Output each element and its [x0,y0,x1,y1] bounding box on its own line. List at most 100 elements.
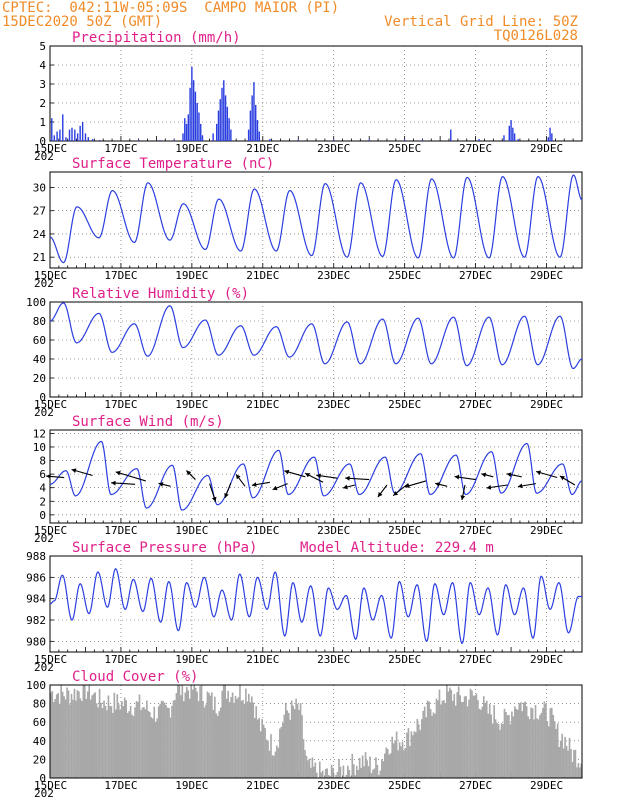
cloud-bar [270,734,272,778]
panel-rh: 0 20 40 60 80 100 15DEC 17DEC 19DEC 21DEC 23DEC 25D… [26,286,583,419]
cloud-bar [496,722,498,778]
cloud-bar [171,706,173,778]
cloud-bar [376,764,379,778]
precip-bar [98,140,101,141]
x-tick-label: 15DEC [34,269,67,282]
cloud-bar [76,690,79,778]
cloud-bar [243,703,246,778]
cloud-bar [67,690,70,778]
cloud-bar [292,705,294,778]
cloud-bar [423,706,426,778]
cloud-bar [147,710,150,778]
cloud-bar [332,767,334,778]
x-tick-label: 21DEC [246,269,279,282]
cloud-bar [516,709,519,778]
cloud-bar [245,688,247,778]
cloud-bar [276,745,278,778]
cloud-bar [542,707,544,778]
cloud-bar [370,773,373,778]
y-tick-label: 4 [39,59,46,72]
cloud-bar [577,763,580,778]
cloud-bar [437,700,439,778]
y-tick-label: 27 [33,205,46,218]
wind-arrow-head [481,472,487,478]
cloud-bar [279,728,281,778]
wind-arrow-head [454,474,460,480]
cloud-bar [338,758,340,778]
cloud-bar [75,700,77,778]
precip-bar [269,139,271,141]
y-tick-label: 60 [33,716,46,729]
precip-bar [68,129,71,141]
cloud-bar [425,717,427,778]
cloud-bar [385,747,388,778]
x-tick-label: 27DEC [459,653,492,666]
cloud-bar [50,692,52,778]
cloud-bar [156,718,159,778]
cloud-bar [389,753,392,778]
x-tick-label: 15DEC [34,653,67,666]
cloud-bar [140,709,142,778]
cloud-bar [304,750,306,778]
wind-arrow-head [224,492,229,498]
cloud-bar [335,774,337,778]
wind-arrow-head [71,468,77,473]
cloud-bar [469,688,472,778]
cloud-bar [438,689,441,778]
cloud-bar [397,750,399,778]
cloud-bar [134,707,136,778]
cloud-bar [364,752,367,778]
cloud-bar [219,707,222,778]
cloud-bar [193,685,195,778]
x-tick-label: 27DEC [459,779,492,792]
cloud-bar [316,772,318,778]
cloud-bar [426,700,429,778]
cloud-bar [330,764,333,778]
precip-bar [191,66,193,141]
cloud-bar [431,715,433,778]
cloud-bar [522,702,525,778]
cloud-bar [564,736,566,778]
cloud-bar [355,765,358,778]
cloud-bar [61,691,64,778]
x-tick-label: 19DEC [175,524,208,537]
cloud-bar [138,694,141,778]
cloud-bar [417,724,420,778]
cloud-bar [150,717,153,778]
cloud-bar [289,719,292,778]
wind-arrow-head [404,483,410,489]
cloud-bar [162,701,164,778]
cloud-bar [313,766,315,778]
cloud-bar [477,699,479,778]
cloud-bar [253,718,256,778]
cloud-bar [550,707,553,778]
cloud-bar [131,714,133,778]
cloud-bar [354,775,357,778]
cloud-bar [562,748,565,778]
cloud-bar [86,691,89,778]
cloud-bar [559,740,562,778]
cloud-bar [318,761,321,778]
x-tick-label: 25DEC [388,142,421,155]
cloud-bar [553,721,556,778]
cloud-bar [298,709,300,778]
precip-bar [189,87,191,141]
y-tick-label: 5 [39,40,46,53]
y-tick-label: 0 [39,509,46,522]
cloud-bar [327,774,330,778]
cloud-bar [183,701,185,778]
precip-bar [185,123,188,141]
y-tick-label: 982 [26,614,46,627]
precip-bar [192,80,195,141]
x-tick-label: 27DEC [459,269,492,282]
cloud-bar [296,703,299,778]
precip-bar [84,133,87,141]
cloud-bar [221,690,224,778]
cloud-bar [475,693,478,778]
cloud-bar [237,697,240,778]
cloud-bar [51,691,54,778]
cloud-bar [180,695,182,778]
cloud-bar [146,700,148,778]
y-tick-label: 988 [26,550,46,563]
